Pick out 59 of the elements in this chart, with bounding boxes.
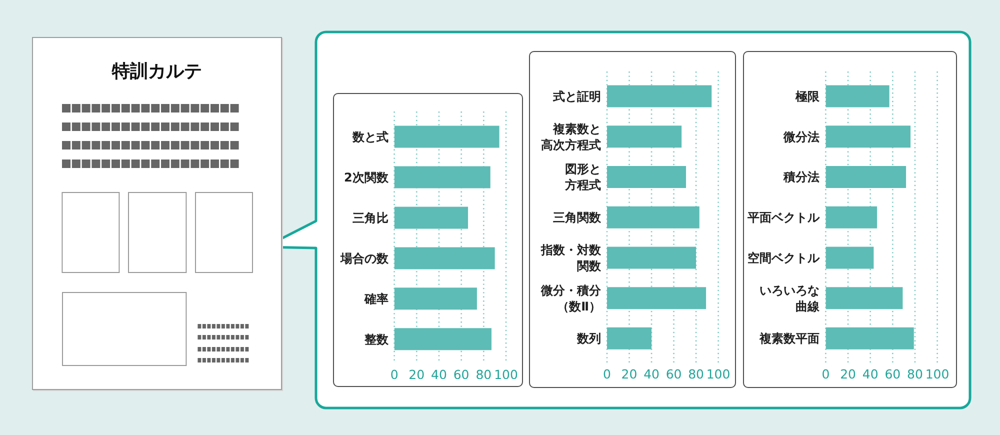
x-tick-label: 60 xyxy=(666,366,682,382)
bar xyxy=(394,288,477,310)
bar xyxy=(394,126,500,148)
bar xyxy=(826,287,903,310)
y-tick-label: 平面ベクトル xyxy=(746,210,821,225)
bar xyxy=(607,327,652,350)
x-tick-label: 20 xyxy=(408,367,425,382)
x-tick-label: 100 xyxy=(706,366,730,382)
bar xyxy=(607,85,712,108)
bar xyxy=(607,166,686,188)
bar xyxy=(607,206,700,228)
y-tick-label: 三角関数 xyxy=(553,210,602,225)
bar xyxy=(826,327,914,350)
x-tick-label: 20 xyxy=(621,366,638,382)
y-tick-label: 場合の数 xyxy=(339,251,390,266)
x-tick-label: 100 xyxy=(494,367,518,382)
bar xyxy=(394,328,492,350)
bar xyxy=(826,126,911,148)
y-tick-label: 積分法 xyxy=(782,170,820,184)
bar xyxy=(394,206,468,229)
x-tick-label: 80 xyxy=(476,367,492,382)
y-tick-label: 数列 xyxy=(576,332,601,346)
bar xyxy=(607,287,706,310)
bar xyxy=(826,246,874,269)
x-tick-label: 40 xyxy=(862,366,878,382)
bar xyxy=(826,166,906,188)
y-tick-label: 複素数と高次方程式 xyxy=(541,122,601,152)
y-tick-label: 三角比 xyxy=(352,210,388,225)
y-tick-label: 微分・積分（数Ⅱ） xyxy=(540,283,602,314)
y-tick-label: 指数・対数関数 xyxy=(540,242,602,273)
text: 特訓カルテ xyxy=(110,61,203,83)
x-tick-label: 60 xyxy=(453,367,470,382)
y-tick-label: 2次関数 xyxy=(344,170,390,185)
x-tick-label: 0 xyxy=(390,367,398,382)
y-tick-label: 微分法 xyxy=(782,130,820,144)
y-tick-label: 式と証明 xyxy=(552,90,601,104)
bar xyxy=(607,246,696,269)
x-tick-label: 60 xyxy=(884,366,901,382)
bar xyxy=(394,166,490,188)
bar xyxy=(826,206,878,228)
y-tick-label: 空間ベクトル xyxy=(748,250,821,265)
x-tick-label: 80 xyxy=(907,366,923,382)
y-tick-label: 複素数平面 xyxy=(758,332,820,346)
y-tick-label: 極限 xyxy=(794,90,821,104)
x-tick-label: 100 xyxy=(925,366,950,382)
x-tick-label: 80 xyxy=(688,366,704,382)
x-tick-label: 0 xyxy=(822,366,830,382)
x-tick-label: 40 xyxy=(431,367,447,382)
x-tick-label: 20 xyxy=(840,366,856,382)
y-tick-label: 整数 xyxy=(363,332,390,346)
y-tick-label: 確率 xyxy=(363,292,388,306)
y-tick-label: いろいろな曲線 xyxy=(760,283,821,314)
y-tick-label: 数と式 xyxy=(351,130,388,144)
y-tick-label: 図形と方程式 xyxy=(564,162,601,192)
x-tick-label: 40 xyxy=(644,366,660,382)
bar xyxy=(826,85,890,108)
x-tick-label: 0 xyxy=(603,366,612,382)
bar xyxy=(394,247,495,270)
bar xyxy=(607,126,682,148)
